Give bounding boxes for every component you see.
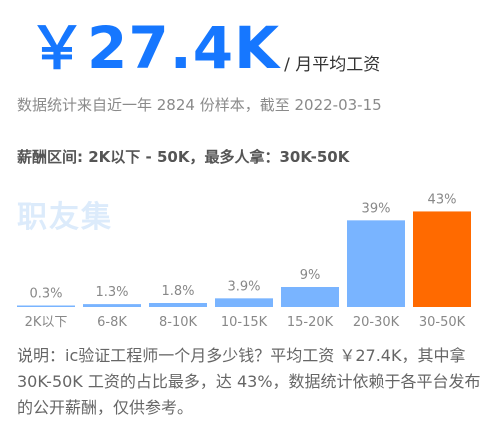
data-label-3: 3.9% <box>227 279 260 294</box>
category-label-3: 10-15K <box>221 315 268 330</box>
sample-note: 数据统计来自近一年 2824 份样本，截至 2022-03-15 <box>17 96 382 114</box>
data-label-1: 1.3% <box>95 285 128 300</box>
bar-3 <box>215 298 273 307</box>
category-label-1: 6-8K <box>97 315 127 330</box>
data-label-0: 0.3% <box>29 287 62 302</box>
category-label-6: 30-50K <box>419 315 466 330</box>
data-label-4: 9% <box>300 268 321 283</box>
bar-1 <box>83 304 141 307</box>
category-label-2: 8-10K <box>159 315 198 330</box>
description-text: 说明：ic验证工程师一个月多少钱？平均工资 ￥27.4K，其中拿 30K-50K… <box>17 346 481 417</box>
salary-range-note: 薪酬区间: 2K以下 - 50K，最多人拿：30K-50K <box>17 148 350 166</box>
category-label-0: 2K以下 <box>25 315 68 330</box>
salary-headline: ￥27.4K / 月平均工资 <box>28 12 380 84</box>
bar-0 <box>17 305 75 307</box>
category-label-5: 20-30K <box>353 315 400 330</box>
average-salary: ￥27.4K <box>28 14 281 82</box>
data-label-5: 39% <box>362 201 391 216</box>
data-label-2: 1.8% <box>161 284 194 299</box>
bar-4 <box>281 287 339 307</box>
bar-5 <box>347 220 405 307</box>
category-label-4: 15-20K <box>287 315 334 330</box>
salary-unit: / 月平均工资 <box>284 55 381 75</box>
bar-2 <box>149 303 207 307</box>
bar-6 <box>413 211 471 307</box>
data-label-6: 43% <box>428 192 457 207</box>
salary-distribution-chart: 0.3% 2K以下 1.3% 6-8K 1.8% 8-10K 3.9% 10-15K 9% 15-… <box>17 192 471 330</box>
watermark-logo: 职友集 <box>17 200 113 235</box>
